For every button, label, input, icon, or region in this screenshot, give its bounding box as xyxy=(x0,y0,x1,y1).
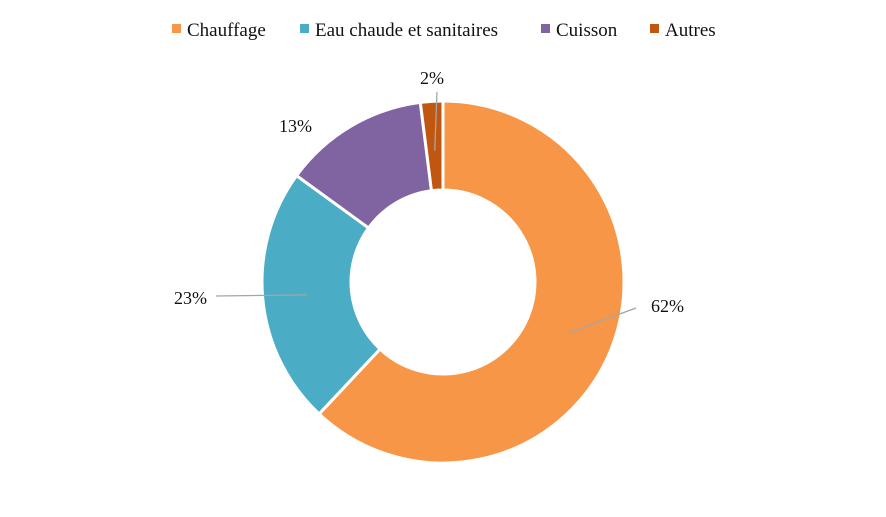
leader-lines xyxy=(215,91,637,333)
legend-swatch-autres xyxy=(650,24,659,33)
leader-line-chauffage xyxy=(569,307,637,333)
data-label-chauffage: 62% xyxy=(651,296,684,316)
donut-slice-autres xyxy=(418,99,445,193)
data-label-eau-chaude: 23% xyxy=(174,288,207,308)
legend-label-eau-chaude: Eau chaude et sanitaires xyxy=(315,20,498,41)
donut-slice-eau-chaude xyxy=(260,173,383,417)
legend-swatch-chauffage xyxy=(172,24,181,33)
leader-line-eau-chaude xyxy=(215,294,308,297)
donut-slice-chauffage xyxy=(316,99,626,465)
data-label-autres: 2% xyxy=(420,68,444,88)
donut-slices xyxy=(260,99,626,465)
legend-label-autres: Autres xyxy=(665,20,716,41)
data-label-cuisson: 13% xyxy=(279,116,312,136)
data-labels: 62% 23% 13% 2% xyxy=(174,68,684,316)
chart-legend: Chauffage Eau chaude et sanitaires Cuiss… xyxy=(172,20,716,41)
legend-swatch-cuisson xyxy=(541,24,550,33)
leader-line-autres xyxy=(434,91,438,151)
legend-swatch-eau-chaude xyxy=(300,24,309,33)
legend-label-cuisson: Cuisson xyxy=(556,20,618,41)
legend-label-chauffage: Chauffage xyxy=(187,20,266,41)
